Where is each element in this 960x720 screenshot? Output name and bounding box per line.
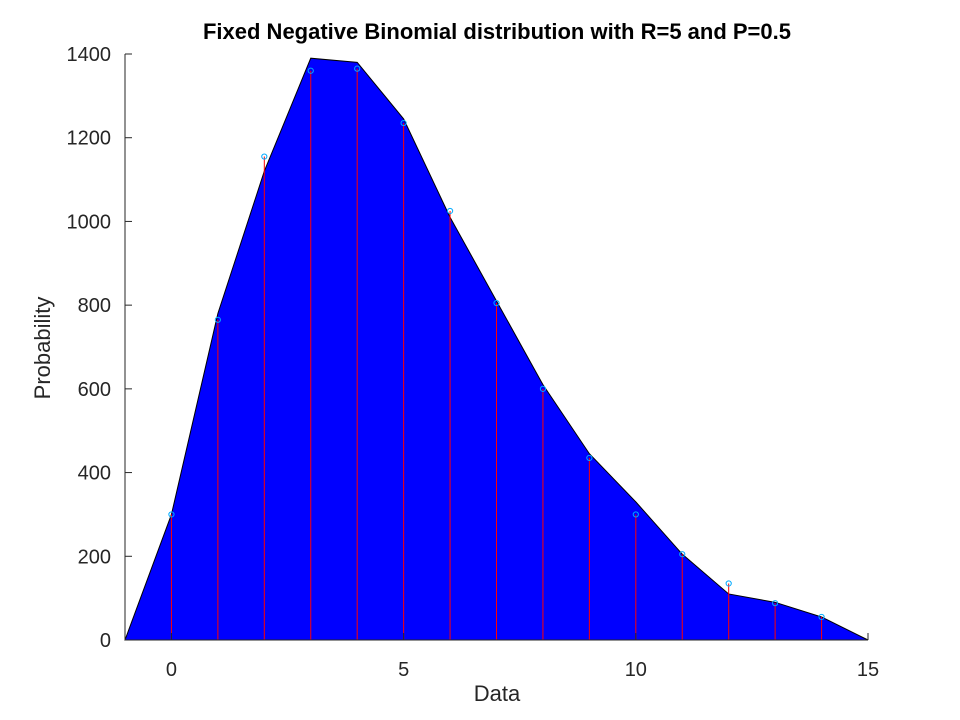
y-tick-label: 800 bbox=[78, 295, 111, 317]
stem-marker bbox=[586, 454, 593, 462]
stem-marker bbox=[214, 316, 221, 323]
y-axis-label: Probability bbox=[30, 297, 55, 400]
y-tick-label: 200 bbox=[78, 546, 111, 568]
x-tick-label: 5 bbox=[398, 659, 409, 681]
x-tick-label: 10 bbox=[625, 659, 647, 681]
stem-marker bbox=[818, 613, 825, 621]
y-tick-label: 0 bbox=[100, 630, 111, 652]
stem-marker bbox=[725, 580, 732, 587]
x-axis-label: Data bbox=[474, 681, 521, 706]
stem-marker bbox=[772, 600, 779, 607]
stem-marker bbox=[632, 511, 639, 518]
stem-marker bbox=[446, 207, 454, 215]
y-tick-label: 1200 bbox=[67, 128, 112, 150]
x-tick-label: 15 bbox=[857, 659, 879, 681]
y-tick-label: 1000 bbox=[67, 211, 112, 233]
stem-marker bbox=[307, 67, 314, 74]
stem-marker bbox=[261, 153, 268, 160]
plot-area bbox=[124, 57, 869, 641]
stem-marker bbox=[168, 511, 175, 518]
stem-marker bbox=[539, 385, 547, 392]
y-tick-label: 600 bbox=[78, 379, 111, 401]
x-tick-label: 0 bbox=[166, 659, 177, 681]
y-tick-label: 1400 bbox=[67, 44, 112, 66]
chart-title: Fixed Negative Binomial distribution wit… bbox=[203, 19, 791, 44]
stem-marker bbox=[354, 65, 361, 72]
y-tick-label: 400 bbox=[78, 463, 111, 485]
stem-marker bbox=[679, 551, 686, 558]
stem-marker bbox=[493, 299, 500, 307]
stem-marker bbox=[400, 119, 407, 127]
axes: 0 5 10 15 0 200 400 600 800 1000 1200 1400 bbox=[67, 44, 880, 681]
